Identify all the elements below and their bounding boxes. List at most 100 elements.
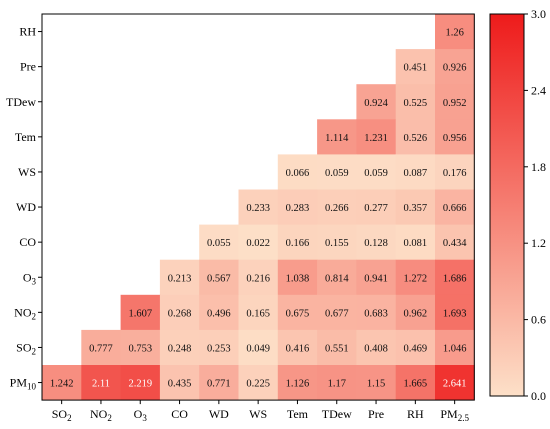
heatmap-cell [159, 259, 200, 296]
cell-value-label: 0.066 [286, 168, 310, 179]
y-tick-label: Tem [15, 130, 37, 144]
heatmap-cell [435, 224, 475, 261]
x-tick-label: WD [209, 407, 229, 421]
cell-value-label: 0.435 [168, 379, 192, 390]
cell-value-label: 0.753 [128, 343, 152, 354]
cell-value-label: 1.231 [364, 133, 388, 144]
cell-value-label: 0.451 [404, 63, 428, 74]
heatmap-cell [356, 224, 397, 261]
heatmap-cell [395, 119, 436, 155]
heatmap-cell [435, 49, 475, 85]
cell-value-label: 2.219 [128, 379, 152, 390]
cell-value-label: 0.022 [246, 238, 270, 249]
cell-value-label: 0.469 [404, 343, 428, 354]
x-tick-label: Tem [287, 407, 309, 421]
x-tick-label: O3 [134, 407, 148, 423]
colorbar-gradient [489, 13, 525, 397]
heatmap-cell [435, 259, 475, 296]
heatmap-cell [277, 189, 318, 225]
heatmap-cell [395, 365, 436, 401]
cell-value-label: 1.665 [404, 379, 428, 390]
heatmap-cell [238, 294, 279, 331]
cell-value-label: 1.26 [445, 28, 463, 39]
cell-value-label: 0.266 [325, 203, 349, 214]
cell-value-label: 0.081 [404, 238, 428, 249]
x-tick-label: CO [171, 407, 188, 421]
cell-value-label: 0.956 [443, 133, 467, 144]
cell-value-label: 1.686 [443, 273, 467, 284]
cell-value-label: 0.551 [325, 343, 349, 354]
heatmap-cells: 1.26 0.451 0.926 0.924 0.525 0.952 1.114 1.231 0… [42, 14, 475, 401]
heatmap-cell [435, 14, 475, 50]
heatmap-cell [317, 365, 357, 401]
y-tick-label: WD [16, 200, 36, 214]
heatmap-cell [277, 154, 318, 190]
cell-value-label: 0.677 [325, 308, 349, 319]
heatmap-cell [356, 84, 397, 120]
heatmap-cell [395, 294, 436, 331]
heatmap-cell [277, 259, 318, 296]
cell-value-label: 0.268 [168, 308, 192, 319]
heatmap-cell [238, 224, 279, 261]
heatmap-cell [159, 329, 200, 366]
cell-value-label: 0.248 [168, 343, 192, 354]
heatmap-cell [317, 189, 357, 225]
cell-value-label: 0.213 [168, 273, 192, 284]
heatmap-cell [395, 329, 436, 366]
cell-value-label: 2.11 [92, 379, 110, 390]
heatmap-cell [81, 365, 121, 401]
cell-value-label: 0.434 [443, 238, 467, 249]
heatmap-cell [356, 294, 397, 331]
heatmap-cell [356, 154, 397, 190]
cell-value-label: 0.049 [246, 343, 270, 354]
x-tick-label: RH [407, 407, 424, 421]
heatmap-cell [277, 224, 318, 261]
cell-value-label: 0.926 [443, 63, 467, 74]
heatmap-cell [238, 365, 279, 401]
heatmap-cell [356, 119, 397, 155]
heatmap-cell [395, 154, 436, 190]
cell-value-label: 0.059 [364, 168, 388, 179]
cell-value-label: 0.155 [325, 238, 349, 249]
colorbar-tick-label: 3.0 [531, 7, 546, 21]
cell-value-label: 0.771 [207, 379, 231, 390]
cell-value-label: 1.607 [128, 308, 152, 319]
heatmap-cell [356, 259, 397, 296]
cell-value-label: 1.126 [286, 379, 310, 390]
cell-value-label: 0.408 [364, 343, 388, 354]
cell-value-label: 0.526 [404, 133, 428, 144]
cell-value-label: 1.17 [328, 379, 346, 390]
heatmap-cell [435, 294, 475, 331]
y-tick-label: Pre [20, 60, 36, 74]
heatmap-cell [42, 365, 82, 401]
colorbar: 0.0 0.6 1.2 1.8 2.4 3.0 [489, 7, 546, 403]
heatmap-cell [395, 224, 436, 261]
y-tick-label: RH [19, 25, 36, 39]
heatmap-cell [238, 329, 279, 366]
cell-value-label: 0.253 [207, 343, 231, 354]
cell-value-label: 1.242 [50, 379, 74, 390]
cell-value-label: 2.641 [443, 379, 467, 390]
cell-value-label: 0.416 [286, 343, 310, 354]
heatmap-cell [317, 154, 357, 190]
heatmap-cell [120, 365, 161, 401]
heatmap-cell [435, 329, 475, 366]
heatmap-cell [435, 365, 475, 401]
cell-value-label: 0.525 [404, 98, 428, 109]
cell-value-label: 1.272 [404, 273, 428, 284]
heatmap-cell [356, 189, 397, 225]
heatmap-cell [317, 119, 357, 155]
colorbar-tick-label: 0.6 [531, 313, 546, 327]
heatmap-cell [395, 189, 436, 225]
cell-value-label: 0.567 [207, 273, 231, 284]
cell-value-label: 0.277 [364, 203, 388, 214]
x-tick-label: NO2 [90, 407, 112, 423]
cell-value-label: 0.941 [364, 273, 388, 284]
heatmap-cell [435, 119, 475, 155]
colorbar-tick-label: 2.4 [531, 83, 546, 97]
cell-value-label: 0.087 [404, 168, 428, 179]
heatmap-cell [317, 294, 357, 331]
axes: RH Pre TDew Tem WS WD CO O3 NO2 SO2 PM10 SO2 NO2 O3 CO… [6, 25, 469, 424]
heatmap-cell [356, 329, 397, 366]
